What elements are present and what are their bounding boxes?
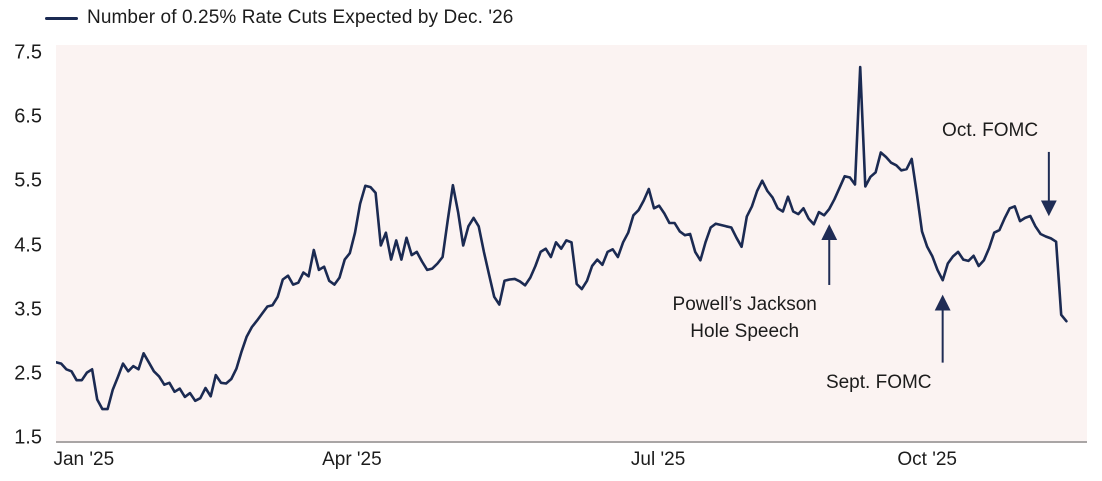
x-axis: Jan '25 Apr '25 Jul '25 Oct '25 (53, 449, 1087, 479)
y-axis: 7.5 6.5 5.5 4.5 3.5 2.5 1.5 (0, 41, 46, 448)
annotation-jackson-hole: Powell’s Jackson Hole Speech (673, 291, 817, 345)
rate-cuts-line (56, 65, 1068, 411)
y-tick-label: 6.5 (14, 105, 42, 128)
y-tick-label: 1.5 (14, 426, 42, 449)
legend-label: Number of 0.25% Rate Cuts Expected by De… (87, 7, 514, 28)
plot-area: Powell’s Jackson Hole Speech Sept. FOMC Oct… (56, 45, 1087, 443)
annotation-line: Hole Speech (690, 320, 800, 342)
line-chart-svg (56, 65, 1068, 411)
x-tick-label: Jan '25 (53, 449, 115, 470)
x-tick-label: Apr '25 (322, 449, 382, 470)
annotation-oct-fomc: Oct. FOMC (942, 117, 1038, 144)
legend: Number of 0.25% Rate Cuts Expected by De… (45, 7, 513, 29)
annotation-line: Powell’s Jackson (672, 293, 817, 315)
y-tick-label: 2.5 (14, 362, 42, 385)
annotation-line: Oct. FOMC (942, 120, 1039, 142)
y-tick-label: 4.5 (14, 234, 42, 256)
x-tick-label: Jul '25 (630, 449, 686, 470)
x-tick-label: Oct '25 (897, 449, 957, 470)
annotation-sept-fomc: Sept. FOMC (826, 369, 932, 396)
y-tick-label: 7.5 (14, 41, 42, 64)
legend-line-swatch (45, 16, 78, 20)
y-tick-label: 3.5 (14, 298, 42, 321)
y-tick-label: 5.5 (14, 169, 42, 192)
annotation-line: Sept. FOMC (825, 371, 932, 393)
